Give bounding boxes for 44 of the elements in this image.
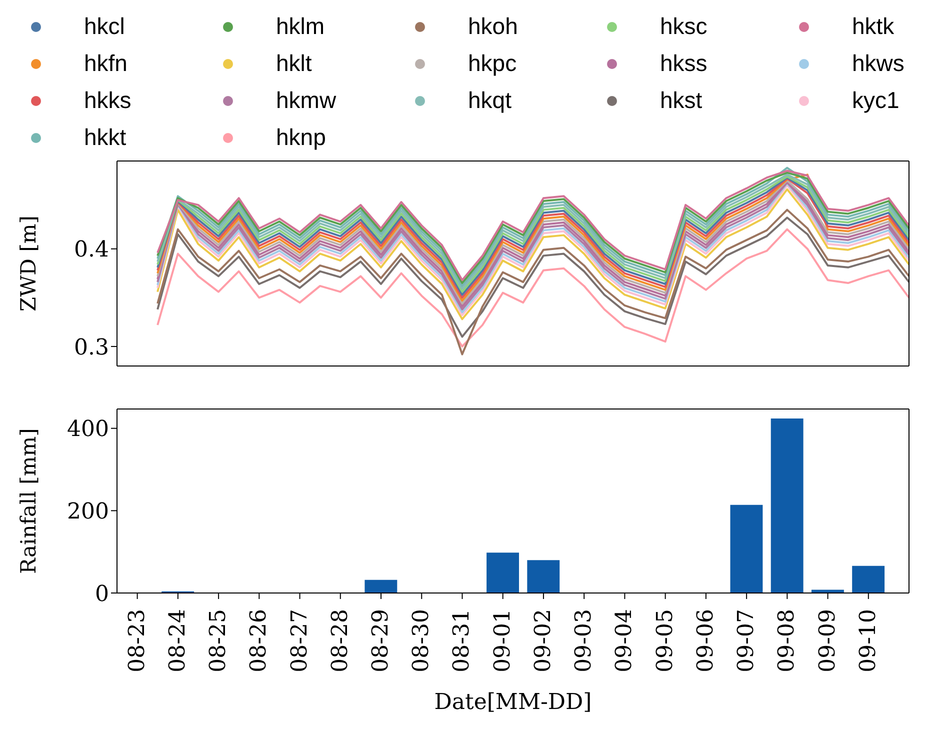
y-tick-label: 400 xyxy=(67,417,109,442)
x-tick-label: 09-03 xyxy=(572,609,597,672)
x-tick-label: 09-10 xyxy=(856,609,881,672)
legend-label: hkst xyxy=(660,87,702,114)
legend-label: hklt xyxy=(276,50,312,77)
x-tick-label: 09-08 xyxy=(774,609,800,672)
legend-label: hkss xyxy=(660,50,708,77)
legend-label: hkws xyxy=(852,50,904,77)
legend-label: kyc1 xyxy=(852,87,900,114)
x-tick-label: 09-06 xyxy=(693,609,718,672)
legend-label: hknp xyxy=(276,124,326,151)
x-tick-label: 09-05 xyxy=(652,609,678,672)
y-axis-title: ZWD [m] xyxy=(16,216,40,312)
legend-label: hkmw xyxy=(276,87,336,114)
x-tick-label: 08-25 xyxy=(206,609,232,672)
x-tick-label: 09-09 xyxy=(815,609,840,672)
legend-label: hklm xyxy=(276,13,325,40)
x-tick-label: 09-04 xyxy=(612,609,638,672)
x-tick-label: 08-31 xyxy=(450,609,475,672)
x-axis-title: Date[MM-DD] xyxy=(434,690,592,715)
legend-label: hkfn xyxy=(84,50,128,77)
x-tick-label: 08-29 xyxy=(368,609,394,672)
legend-label: hkoh xyxy=(468,13,518,40)
legend-label: hkqt xyxy=(468,87,512,114)
legend-label: hktk xyxy=(852,13,894,40)
y-tick-label: 0.4 xyxy=(74,238,109,263)
x-tick-label: 08-27 xyxy=(287,609,312,672)
legend-label: hksc xyxy=(660,13,708,40)
x-tick-label: 09-01 xyxy=(490,609,516,672)
x-tick-label: 08-23 xyxy=(124,609,150,672)
y-tick-label: 0.3 xyxy=(74,335,109,360)
y-axis-title: Rainfall [mm] xyxy=(16,428,40,574)
legend-label: hkcl xyxy=(84,13,125,40)
y-tick-label: 200 xyxy=(67,499,109,524)
legend-label: hkpc xyxy=(468,50,517,77)
legend-label: hkks xyxy=(84,87,132,114)
legend-label: hkkt xyxy=(84,124,126,151)
x-tick-label: 08-24 xyxy=(165,609,190,672)
x-tick-label: 08-26 xyxy=(246,609,272,672)
x-tick-label: 08-28 xyxy=(328,609,353,672)
x-tick-label: 09-02 xyxy=(530,609,556,672)
x-tick-label: 08-30 xyxy=(409,609,434,672)
y-tick-label: 0 xyxy=(95,582,109,607)
x-tick-label: 09-07 xyxy=(734,609,760,672)
